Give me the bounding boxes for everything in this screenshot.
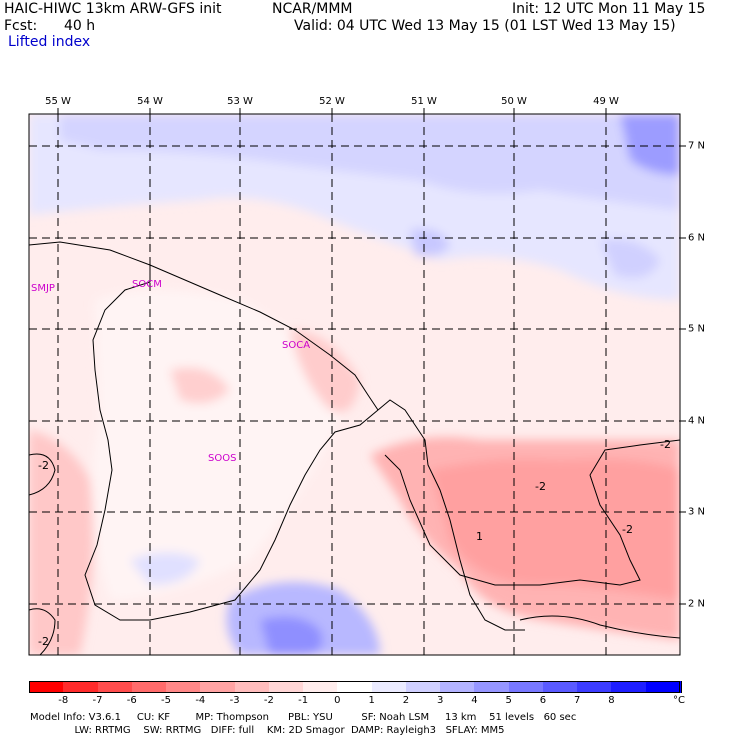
colorbar-tick-label: 1	[368, 695, 375, 706]
colorbar-tick-label: -7	[92, 695, 103, 706]
lon-label-49w: 49 W	[593, 96, 619, 107]
colorbar-tick-label: 0	[334, 695, 341, 706]
colorbar-tick-label: -4	[195, 695, 206, 706]
contour-label: -2	[622, 523, 633, 536]
lon-label-52w: 52 W	[319, 96, 345, 107]
station-socm: SOCM	[132, 279, 162, 290]
colorbar-cell	[645, 681, 682, 693]
station-soca: SOCA	[282, 340, 311, 351]
colorbar-tick-label: 7	[574, 695, 581, 706]
lat-label-7n: 7 N	[688, 140, 706, 152]
forecast-hours: 40 h	[64, 18, 96, 34]
station-soos: SOOS	[208, 453, 237, 464]
lon-label-51w: 51 W	[411, 96, 437, 107]
model-title: HAIC-HIWC 13km ARW-GFS init	[4, 1, 222, 17]
org-label: NCAR/MMM	[272, 1, 353, 17]
model-info-line2: LW: RRTMG SW: RRTMG DIFF: full KM: 2D Sm…	[30, 725, 505, 736]
lat-label-4n: 4 N	[688, 415, 706, 427]
colorbar-tick-label: 2	[402, 695, 410, 706]
field-name: Lifted index	[8, 34, 91, 50]
map-frame	[28, 113, 681, 656]
field-blue-mid	[410, 229, 450, 257]
lon-label-54w: 54 W	[137, 96, 163, 107]
colorbar-tick-label: 3	[436, 695, 444, 706]
contour-label: -2	[38, 459, 49, 472]
contour-label: 1	[476, 530, 483, 543]
field-pink-coast	[290, 330, 360, 412]
colorbar-tick-label: -2	[263, 695, 274, 706]
field-blue-north-2	[60, 114, 680, 210]
model-info-line1: Model Info: V3.6.1 CU: KF MP: Thompson P…	[30, 712, 577, 723]
contour-red-sw	[29, 608, 56, 655]
field-red-se-core	[430, 458, 680, 600]
colorbar-tick-label: -8	[58, 695, 69, 706]
lat-label-3n: 3 N	[688, 506, 706, 518]
colorbar-tick-label: -5	[161, 695, 172, 706]
border-suriname-fg	[84, 265, 525, 631]
field-white-interior	[92, 290, 340, 600]
lon-label-55w: 55 W	[45, 96, 71, 107]
lon-label-50w: 50 W	[501, 96, 527, 107]
lon-label-53w: 53 W	[227, 96, 253, 107]
station-smjp: SMJP	[31, 283, 55, 294]
border-east	[384, 439, 680, 586]
colorbar-unit: °C	[673, 695, 685, 706]
lat-label-2n: 2 N	[688, 598, 706, 610]
valid-time: Valid: 04 UTC Wed 13 May 15 (01 LST Wed …	[294, 18, 676, 34]
colorbar-tick-label: -1	[298, 695, 309, 706]
contour-label: -2	[660, 438, 671, 451]
colorbar-tick-label: 4	[471, 695, 478, 706]
field-red-west	[29, 430, 94, 655]
field-blue-east	[600, 239, 660, 278]
field-blue-south-core	[260, 616, 323, 655]
init-time: Init: 12 UTC Mon 11 May 15	[512, 1, 706, 17]
lat-label-5n: 5 N	[688, 323, 706, 335]
contour-red-se	[519, 615, 680, 639]
colorbar-tick-label: -6	[126, 695, 137, 706]
field-blue-sw	[130, 552, 200, 585]
colorbar-tick-label: 5	[505, 695, 512, 706]
field-pink-patch	[170, 367, 230, 404]
colorbar-tick-label: 8	[608, 695, 615, 706]
colorbar-frame	[29, 681, 680, 693]
forecast-label: Fcst:	[4, 18, 38, 34]
contour-label: -2	[38, 635, 49, 648]
contour-red-west	[29, 453, 56, 496]
field-blue-ne	[620, 114, 680, 175]
lat-label-6n: 6 N	[688, 232, 706, 244]
contour-label: -2	[535, 480, 546, 493]
colorbar-tick-label: 6	[539, 695, 547, 706]
colorbar-tick-label: -3	[229, 695, 240, 706]
